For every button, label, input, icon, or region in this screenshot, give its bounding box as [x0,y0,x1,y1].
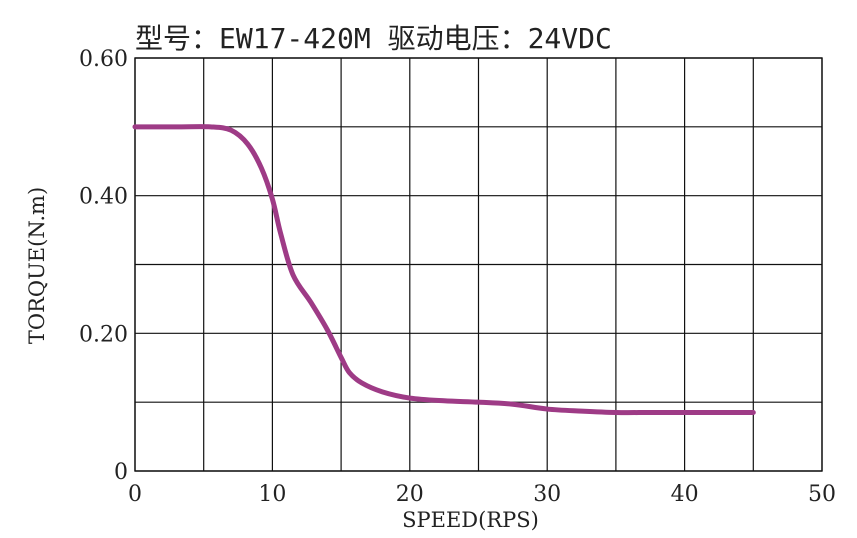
chart-title: 型号：EW17-420M 驱动电压：24VDC [135,22,612,55]
grid-lines [134,57,823,472]
x-tick-label: 50 [808,482,836,507]
x-tick-label: 0 [128,482,142,507]
y-tick-label: 0.60 [79,47,128,72]
x-tick-label: 40 [671,482,699,507]
x-axis-label: SPEED(RPS) [402,508,539,532]
x-tick-label: 20 [396,482,424,507]
y-tick-labels: 0 0.20 0.40 0.60 [79,47,128,485]
y-tick-label: 0.40 [79,185,128,210]
torque-curve-line [132,124,756,416]
x-tick-labels: 0 10 20 30 40 50 [128,482,836,507]
x-tick-label: 10 [258,482,286,507]
y-axis-label: TORQUE(N.m) [25,187,49,344]
y-tick-label: 0 [114,460,128,485]
x-tick-label: 30 [533,482,561,507]
plot-frame [134,57,823,472]
series-layer [132,124,756,416]
y-tick-label: 0.20 [79,322,128,347]
